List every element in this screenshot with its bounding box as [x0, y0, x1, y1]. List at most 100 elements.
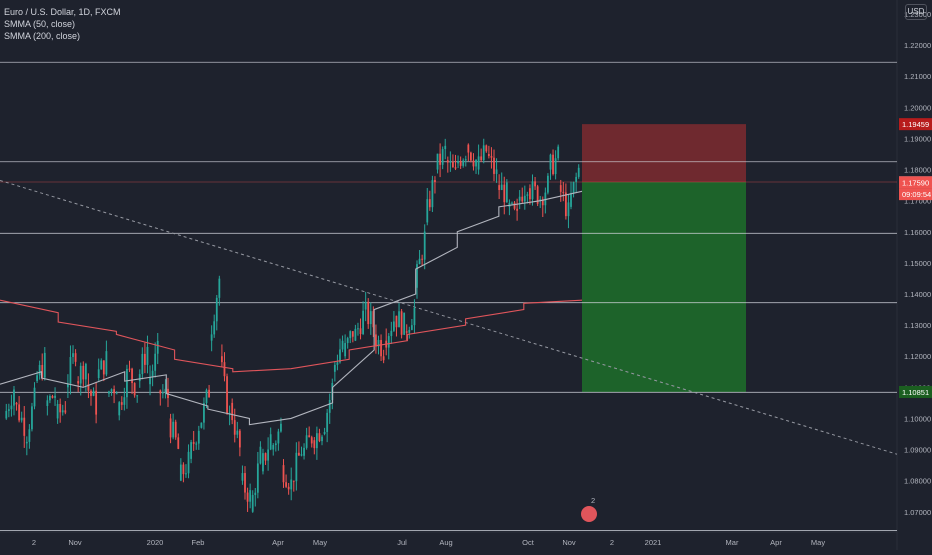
candle-body	[521, 196, 524, 202]
candle-body	[136, 395, 139, 397]
price-tag	[899, 188, 932, 201]
candle-body	[272, 445, 275, 450]
candle-body	[392, 321, 395, 331]
candle-body	[190, 442, 193, 459]
candle-body	[120, 402, 123, 405]
candle-body	[541, 199, 544, 206]
candle-body	[372, 311, 375, 328]
price-tick-label: 1.22000	[904, 41, 931, 50]
candle-body	[467, 144, 470, 153]
candle-body	[477, 156, 480, 170]
candle-body	[77, 381, 80, 384]
candle-body	[131, 368, 133, 384]
price-tick-label: 1.12000	[904, 352, 931, 361]
candle-body	[241, 473, 244, 481]
price-tick-label: 1.08000	[904, 477, 931, 486]
candle-body	[354, 328, 357, 341]
event-badge-icon	[581, 506, 597, 522]
candle-body	[72, 353, 74, 358]
candle-body	[185, 473, 187, 475]
price-tick-label: 1.13000	[904, 321, 931, 330]
price-tick-label: 1.07000	[904, 508, 931, 517]
candle-body	[226, 376, 228, 414]
candle-body	[403, 312, 406, 335]
candle-body	[367, 301, 370, 325]
candle-body	[203, 403, 205, 423]
candle-body	[282, 465, 285, 483]
candle-body	[110, 389, 113, 392]
currency-button[interactable]: USD	[905, 4, 927, 20]
candle-body	[123, 397, 126, 405]
candle-body	[490, 156, 493, 158]
candle-body	[5, 410, 8, 419]
candle-body	[557, 146, 560, 159]
candle-body	[56, 404, 59, 419]
time-tick-label: 2021	[645, 538, 662, 547]
candle-body	[23, 417, 26, 436]
candle-body	[167, 388, 169, 399]
price-tag-label: 09:09:54	[902, 190, 931, 199]
candle-body	[400, 311, 403, 335]
candle-body	[290, 479, 293, 490]
candle-body	[318, 433, 321, 442]
candle-body	[398, 311, 400, 328]
candle-body	[500, 184, 503, 191]
candle-body	[54, 395, 56, 398]
price-tick-label: 1.14000	[904, 290, 931, 299]
candle-body	[179, 464, 182, 481]
candle-body	[138, 374, 141, 382]
candle-body	[259, 446, 262, 464]
candle-body	[564, 192, 567, 217]
candle-body	[154, 353, 157, 371]
price-tag-label: 1.17590	[902, 178, 929, 187]
candle-body	[436, 153, 439, 170]
candle-body	[408, 329, 411, 333]
candle-body	[249, 490, 252, 502]
candle-body	[321, 436, 323, 442]
candle-body	[264, 453, 267, 461]
smma50-legend[interactable]: SMMA (50, close)	[4, 19, 76, 29]
candle-body	[233, 420, 236, 435]
price-tick-label: 1.19000	[904, 134, 931, 143]
smma200-legend[interactable]: SMMA (200, close)	[4, 31, 81, 41]
candle-body	[200, 422, 203, 428]
candle-body	[534, 181, 536, 187]
candle-body	[387, 336, 390, 348]
candle-body	[426, 199, 429, 223]
smma200-line	[0, 299, 583, 373]
candle-body	[277, 431, 280, 444]
candle-body	[498, 185, 501, 191]
candle-body	[475, 159, 477, 167]
time-tick-label: Apr	[272, 538, 284, 547]
candle-body	[46, 400, 49, 406]
candle-body	[182, 464, 185, 475]
candle-body	[172, 421, 175, 438]
candle-body	[449, 161, 452, 163]
candle-body	[428, 199, 431, 208]
candle-body	[362, 310, 364, 335]
candle-body	[351, 331, 354, 337]
candle-body	[97, 369, 100, 378]
candle-body	[10, 405, 13, 410]
candle-body	[518, 196, 521, 201]
time-tick-label: Mar	[726, 538, 739, 547]
candle-body	[197, 430, 200, 444]
candle-body	[82, 365, 85, 380]
price-tick-label: 1.23000	[904, 10, 931, 19]
candle-body	[559, 185, 562, 192]
candle-body	[485, 145, 488, 152]
candle-body	[513, 202, 516, 209]
candle-body	[333, 364, 336, 372]
candle-body	[382, 356, 385, 361]
candle-body	[151, 370, 154, 378]
candle-body	[126, 368, 128, 398]
candle-body	[305, 435, 308, 448]
candle-body	[493, 157, 495, 174]
candle-body	[341, 340, 344, 350]
time-tick-label: Nov	[562, 538, 576, 547]
candle-body	[480, 156, 483, 161]
symbol-title[interactable]: Euro / U.S. Dollar, 1D, FXCM	[4, 7, 121, 17]
candle-body	[431, 180, 434, 208]
